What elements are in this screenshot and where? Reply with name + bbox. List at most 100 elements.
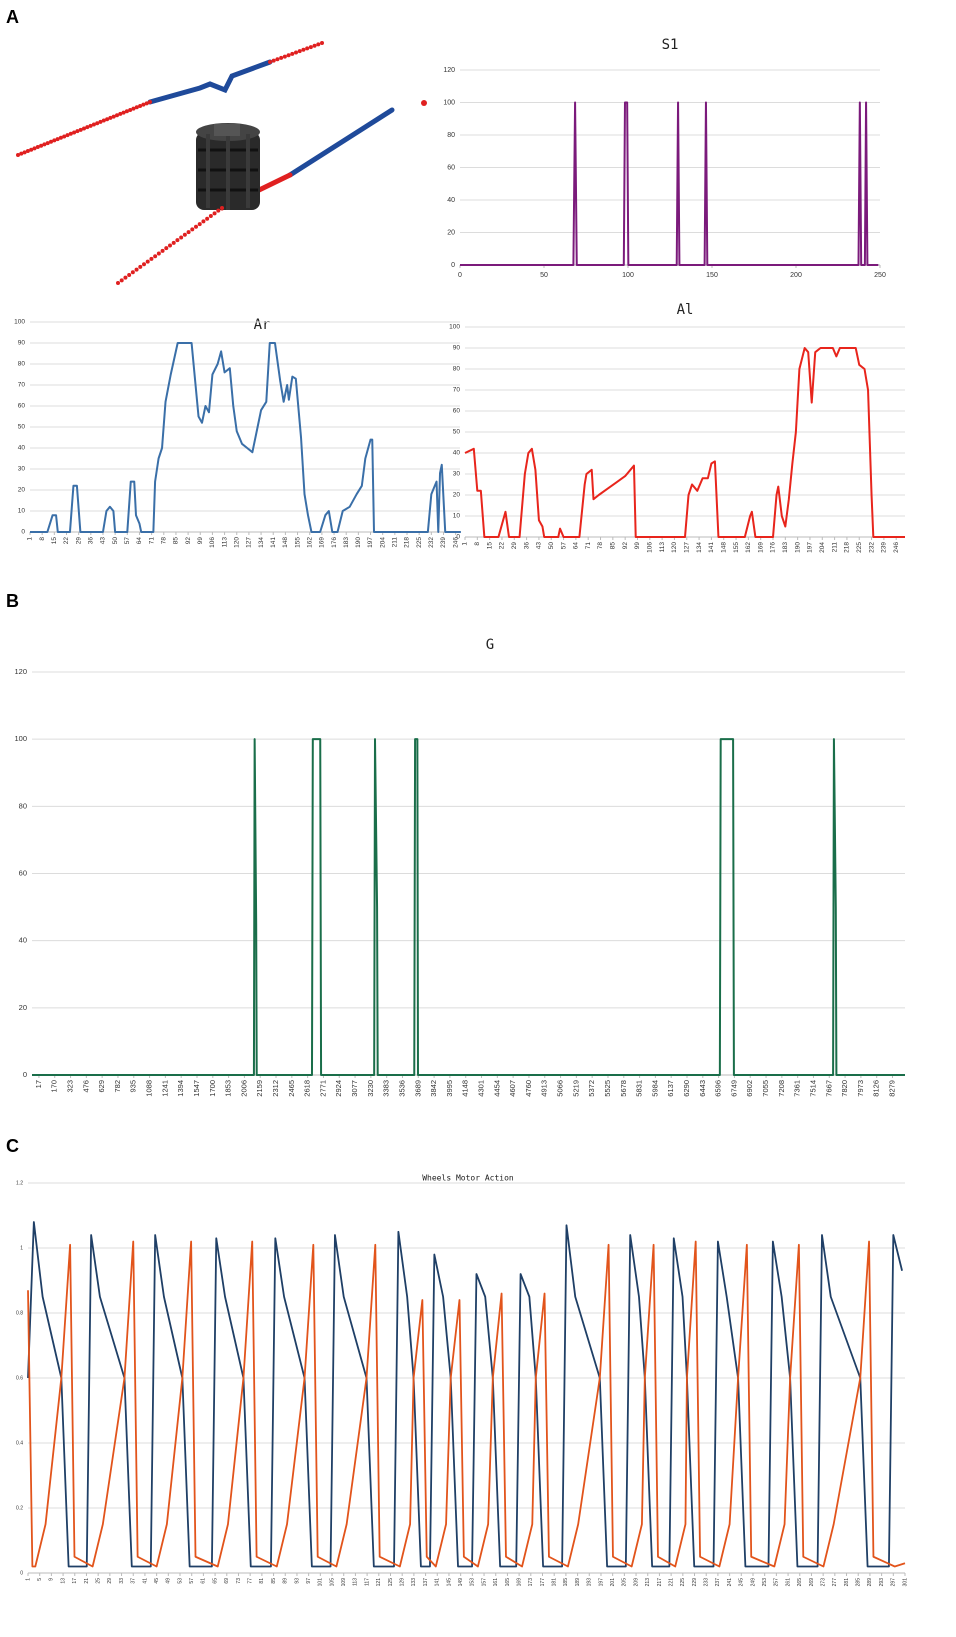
y-tick-label: 100 [449, 324, 460, 331]
x-tick-label: 232 [868, 542, 875, 553]
trajectory-dot [182, 232, 187, 237]
chart-title: G [486, 637, 494, 653]
x-tick-label: 17 [34, 1080, 43, 1088]
y-tick-label: 80 [447, 132, 455, 139]
x-tick-label: 218 [844, 542, 851, 553]
x-tick-label: 183 [343, 537, 350, 548]
trajectory-dot [201, 219, 206, 224]
y-tick-label: 0 [23, 1070, 27, 1079]
x-tick-label: 25 [95, 1578, 101, 1584]
x-tick-label: 149 [458, 1578, 464, 1587]
x-tick-label: 265 [797, 1578, 803, 1587]
x-tick-label: 29 [511, 542, 518, 550]
x-tick-label: 301 [902, 1578, 908, 1587]
x-tick-label: 169 [319, 537, 326, 548]
x-tick-label: 141 [708, 542, 715, 553]
y-tick-label: 40 [453, 450, 461, 457]
trajectory-dot [308, 45, 313, 50]
y-tick-label: 20 [447, 229, 455, 236]
y-tick-label: 100 [443, 99, 455, 106]
x-tick-label: 78 [160, 537, 167, 545]
x-tick-label: 69 [224, 1578, 230, 1584]
trajectory-dot [49, 139, 53, 144]
x-tick-label: 43 [100, 537, 107, 545]
trajectory-dot [186, 230, 191, 235]
x-tick-label: 211 [831, 542, 838, 553]
x-tick-label: 4913 [540, 1080, 549, 1097]
point [421, 100, 427, 106]
y-tick-label: 30 [18, 466, 26, 473]
y-tick-label: 40 [18, 445, 26, 452]
x-tick-label: 7973 [856, 1080, 865, 1097]
trajectory-dot [320, 41, 324, 45]
x-tick-label: 277 [832, 1578, 838, 1587]
y-tick-label: 80 [19, 801, 27, 810]
trajectory-dot [42, 142, 47, 147]
x-tick-label: 209 [633, 1578, 639, 1587]
x-tick-label: 15 [51, 537, 58, 545]
x-tick-label: 78 [597, 542, 604, 550]
trajectory-dot [301, 47, 306, 52]
x-tick-label: 217 [657, 1578, 663, 1587]
x-tick-label: 125 [388, 1578, 394, 1587]
x-tick-label: 50 [540, 272, 548, 279]
x-tick-label: 6137 [666, 1080, 675, 1097]
x-tick-label: 232 [428, 537, 435, 548]
panel-label: A [6, 7, 19, 27]
trajectory-dot [160, 248, 165, 253]
x-tick-label: 935 [129, 1080, 138, 1093]
y-tick-label: 0.4 [16, 1440, 23, 1446]
y-tick-label: 40 [19, 936, 27, 945]
x-tick-label: 273 [820, 1578, 826, 1587]
y-tick-label: 10 [18, 508, 26, 515]
trajectory-dot [68, 131, 73, 136]
chart-title: Ar [254, 317, 271, 333]
x-tick-label: 1394 [176, 1080, 185, 1097]
y-tick-label: 60 [453, 408, 461, 415]
x-tick-label: 2312 [271, 1080, 280, 1097]
x-tick-label: 176 [331, 537, 338, 548]
x-tick-label: 148 [720, 542, 727, 553]
x-tick-label: 64 [573, 542, 580, 550]
x-tick-label: 241 [727, 1578, 733, 1587]
x-tick-label: 37 [131, 1578, 137, 1584]
x-tick-label: 9 [49, 1578, 55, 1581]
x-tick-label: 1088 [145, 1080, 154, 1097]
trajectory-dot [75, 129, 80, 134]
y-tick-label: 0.2 [16, 1505, 23, 1511]
data-line [27, 1240, 906, 1568]
trajectory-dot [25, 149, 30, 154]
chart-title: S1 [662, 37, 679, 53]
y-tick-label: 20 [453, 492, 461, 499]
x-tick-label: 99 [634, 542, 641, 550]
trajectory-dot [305, 46, 310, 51]
x-tick-label: 293 [879, 1578, 885, 1587]
x-tick-label: 155 [733, 542, 740, 553]
x-tick-label: 36 [523, 542, 530, 550]
trajectory-dot [19, 151, 24, 156]
trajectory-dot [297, 49, 302, 54]
x-tick-label: 89 [283, 1578, 289, 1584]
data-line [27, 1221, 903, 1568]
x-tick-label: 225 [856, 542, 863, 553]
trajectory-dot [134, 267, 139, 272]
x-tick-label: 233 [704, 1578, 710, 1587]
x-tick-label: 53 [177, 1578, 183, 1584]
x-tick-label: 7361 [793, 1080, 802, 1097]
x-tick-label: 85 [610, 542, 617, 550]
x-tick-label: 211 [392, 537, 399, 548]
x-tick-label: 120 [233, 537, 240, 548]
x-tick-label: 629 [97, 1080, 106, 1093]
trajectory-dot [128, 107, 133, 112]
y-tick-label: 20 [19, 1003, 27, 1012]
x-tick-label: 6902 [745, 1080, 754, 1097]
trajectory-dot [216, 208, 221, 213]
x-tick-label: 120 [671, 542, 678, 553]
x-tick-label: 5678 [619, 1080, 628, 1097]
x-tick-label: 1 [25, 1578, 31, 1581]
trajectory-dot [134, 105, 139, 110]
x-tick-label: 170 [50, 1080, 59, 1093]
x-tick-label: 6443 [698, 1080, 707, 1097]
x-tick-label: 6290 [682, 1080, 691, 1097]
x-tick-label: 250 [874, 272, 886, 279]
